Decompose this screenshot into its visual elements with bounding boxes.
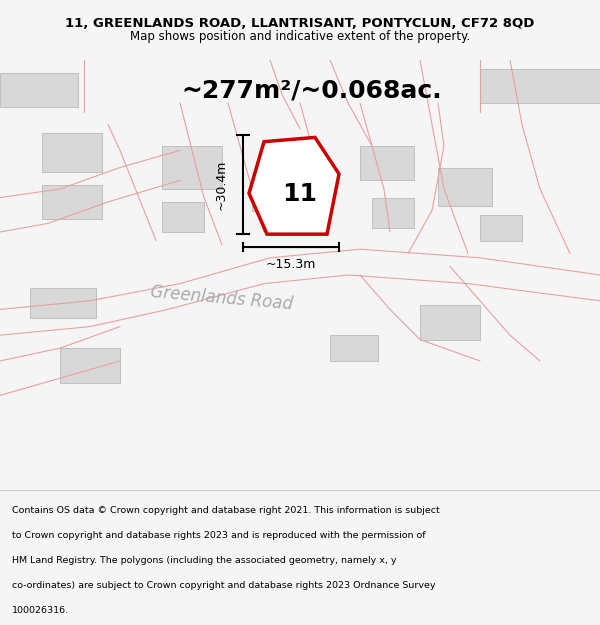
Text: HM Land Registry. The polygons (including the associated geometry, namely x, y: HM Land Registry. The polygons (includin… — [12, 556, 397, 565]
Text: Map shows position and indicative extent of the property.: Map shows position and indicative extent… — [130, 30, 470, 43]
Text: co-ordinates) are subject to Crown copyright and database rights 2023 Ordnance S: co-ordinates) are subject to Crown copyr… — [12, 581, 436, 590]
Bar — [162, 202, 204, 232]
Bar — [480, 69, 600, 103]
Text: 11, GREENLANDS ROAD, LLANTRISANT, PONTYCLUN, CF72 8QD: 11, GREENLANDS ROAD, LLANTRISANT, PONTYC… — [65, 17, 535, 30]
Bar — [360, 146, 414, 181]
Text: 100026316.: 100026316. — [12, 606, 69, 615]
Bar — [372, 198, 414, 228]
Text: ~15.3m: ~15.3m — [266, 258, 316, 271]
Polygon shape — [249, 138, 339, 234]
Bar — [438, 168, 492, 206]
Text: Greenlands Road: Greenlands Road — [150, 284, 294, 314]
Bar — [480, 215, 522, 241]
Bar — [330, 335, 378, 361]
Bar — [30, 288, 96, 318]
Text: ~277m²/~0.068ac.: ~277m²/~0.068ac. — [182, 78, 442, 102]
Bar — [60, 348, 120, 382]
Bar — [420, 305, 480, 339]
Bar — [42, 185, 102, 219]
Bar — [0, 73, 78, 107]
Text: to Crown copyright and database rights 2023 and is reproduced with the permissio: to Crown copyright and database rights 2… — [12, 531, 425, 540]
Bar — [42, 133, 102, 172]
Bar — [162, 146, 222, 189]
Text: ~30.4m: ~30.4m — [215, 159, 228, 210]
Text: 11: 11 — [282, 182, 317, 206]
Text: Contains OS data © Crown copyright and database right 2021. This information is : Contains OS data © Crown copyright and d… — [12, 506, 440, 515]
Bar — [252, 181, 294, 211]
